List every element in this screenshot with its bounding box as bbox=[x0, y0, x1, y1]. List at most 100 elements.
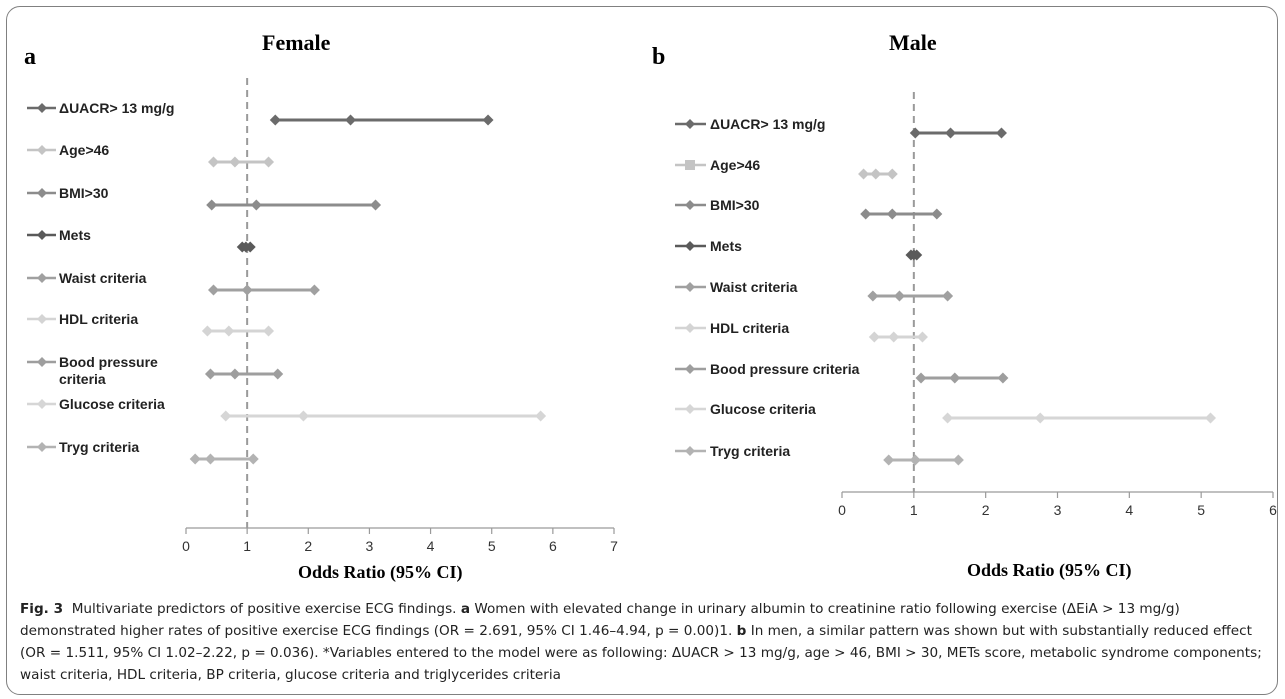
x-tick-label: 3 bbox=[1054, 502, 1062, 518]
series-label: ΔUACR> 13 mg/g bbox=[710, 116, 825, 132]
caption-letter-b: b bbox=[736, 623, 747, 639]
series-row: Glucose criteria bbox=[675, 401, 1217, 424]
ci-upper-point bbox=[911, 249, 923, 261]
series-label: BMI>30 bbox=[710, 197, 760, 213]
legend-marker bbox=[685, 323, 695, 333]
legend-marker bbox=[685, 404, 695, 414]
ci-upper-point bbox=[263, 156, 275, 168]
series-label: Glucose criteria bbox=[710, 401, 816, 417]
series-label: Tryg criteria bbox=[710, 443, 790, 459]
panel-male: b Male 0 1 2 3 4 5 6 ΔUACR> 13 mg/g Age>46 BMI>30… bbox=[640, 0, 1285, 590]
odds-ratio-point bbox=[893, 290, 905, 302]
ci-upper-point bbox=[247, 453, 259, 465]
odds-ratio-point bbox=[1034, 412, 1046, 424]
legend-marker bbox=[37, 399, 47, 409]
x-tick-label: 4 bbox=[427, 538, 435, 554]
ci-upper-point bbox=[263, 325, 275, 337]
legend-marker bbox=[37, 357, 47, 367]
ci-upper-point bbox=[1205, 412, 1217, 424]
series-label: ΔUACR> 13 mg/g bbox=[59, 100, 174, 116]
ci-lower-point bbox=[915, 372, 927, 384]
figure-caption: Fig. 3 Multivariate predictors of positi… bbox=[20, 598, 1265, 686]
series-label: HDL criteria bbox=[59, 311, 138, 327]
series-label: HDL criteria bbox=[710, 320, 789, 336]
ci-lower-point bbox=[909, 127, 921, 139]
ci-upper-point bbox=[308, 284, 320, 296]
caption-text-a: Women with elevated change in urinary al… bbox=[20, 601, 1180, 639]
odds-ratio-point bbox=[345, 114, 357, 126]
ci-lower-point bbox=[860, 208, 872, 220]
ci-upper-point bbox=[916, 331, 928, 343]
legend-marker bbox=[37, 188, 47, 198]
x-tick-label: 1 bbox=[243, 538, 251, 554]
x-tick-label: 0 bbox=[182, 538, 190, 554]
series-label: Age>46 bbox=[710, 157, 760, 173]
odds-ratio-point bbox=[297, 410, 309, 422]
ci-lower-point bbox=[858, 168, 870, 180]
series-row: Waist criteria bbox=[675, 279, 954, 302]
series-row: Age>46 bbox=[675, 157, 898, 180]
chart-title-male: Male bbox=[889, 30, 937, 55]
odds-ratio-point bbox=[886, 208, 898, 220]
ci-upper-point bbox=[535, 410, 547, 422]
x-tick-label: 0 bbox=[838, 502, 846, 518]
x-tick-label: 3 bbox=[366, 538, 374, 554]
legend-marker bbox=[685, 282, 695, 292]
legend-marker bbox=[685, 364, 695, 374]
series-label: Waist criteria bbox=[710, 279, 798, 295]
odds-ratio-point bbox=[250, 199, 262, 211]
legend-marker bbox=[685, 119, 695, 129]
forest-plot-female: 0 1 2 3 4 5 6 7 ΔUACR> 13 mg/g Age>46 BMI>30 Mets Wa… bbox=[27, 78, 618, 554]
series-label: Age>46 bbox=[59, 142, 109, 158]
caption-letter-a: a bbox=[460, 601, 470, 617]
x-axis-label-male: Odds Ratio (95% CI) bbox=[967, 560, 1132, 580]
ci-lower-point bbox=[868, 331, 880, 343]
ci-upper-point bbox=[942, 290, 954, 302]
series-row: Bood pressure criteria bbox=[675, 361, 1009, 384]
series-label: Mets bbox=[59, 227, 91, 243]
series-row: Bood pressure criteria bbox=[27, 354, 284, 387]
odds-ratio-point bbox=[888, 331, 900, 343]
ci-lower-point bbox=[208, 284, 220, 296]
ci-upper-point bbox=[931, 208, 943, 220]
series-row: Glucose criteria bbox=[27, 396, 547, 422]
x-tick-label: 5 bbox=[488, 538, 496, 554]
ci-upper-point bbox=[995, 127, 1007, 139]
legend-marker bbox=[685, 241, 695, 251]
ci-lower-point bbox=[206, 199, 218, 211]
legend-marker bbox=[37, 273, 47, 283]
ci-lower-point bbox=[269, 114, 281, 126]
ci-upper-point bbox=[952, 454, 964, 466]
legend-marker bbox=[37, 442, 47, 452]
ci-lower-point bbox=[204, 368, 216, 380]
legend-marker bbox=[37, 230, 47, 240]
series-row: ΔUACR> 13 mg/g bbox=[675, 116, 1007, 139]
ci-upper-point bbox=[886, 168, 898, 180]
odds-ratio-point bbox=[870, 168, 882, 180]
legend-marker bbox=[37, 145, 47, 155]
ci-upper-point bbox=[997, 372, 1009, 384]
series-row: HDL criteria bbox=[27, 311, 275, 337]
series-label: Mets bbox=[710, 238, 742, 254]
odds-ratio-point bbox=[204, 453, 216, 465]
ci-upper-point bbox=[244, 241, 256, 253]
odds-ratio-point bbox=[909, 454, 921, 466]
series-row: BMI>30 bbox=[27, 185, 382, 211]
series-label: Glucose criteria bbox=[59, 396, 165, 412]
series-row: Mets bbox=[27, 227, 256, 253]
series-label: BMI>30 bbox=[59, 185, 109, 201]
ci-upper-point bbox=[482, 114, 494, 126]
series-label: Bood pressure criteria bbox=[59, 354, 158, 387]
x-tick-label: 2 bbox=[982, 502, 990, 518]
ci-lower-point bbox=[220, 410, 232, 422]
odds-ratio-point bbox=[229, 368, 241, 380]
x-tick-label: 5 bbox=[1197, 502, 1205, 518]
series-row: ΔUACR> 13 mg/g bbox=[27, 100, 494, 126]
series-row: HDL criteria bbox=[675, 320, 928, 343]
x-tick-label: 7 bbox=[610, 538, 618, 554]
panel-letter-a: a bbox=[24, 44, 36, 70]
forest-plot-male: 0 1 2 3 4 5 6 ΔUACR> 13 mg/g Age>46 BMI>30 Mets Wai… bbox=[675, 92, 1277, 518]
figure-frame bbox=[6, 6, 1278, 695]
series-row: Mets bbox=[675, 238, 923, 261]
x-tick-label: 6 bbox=[549, 538, 557, 554]
